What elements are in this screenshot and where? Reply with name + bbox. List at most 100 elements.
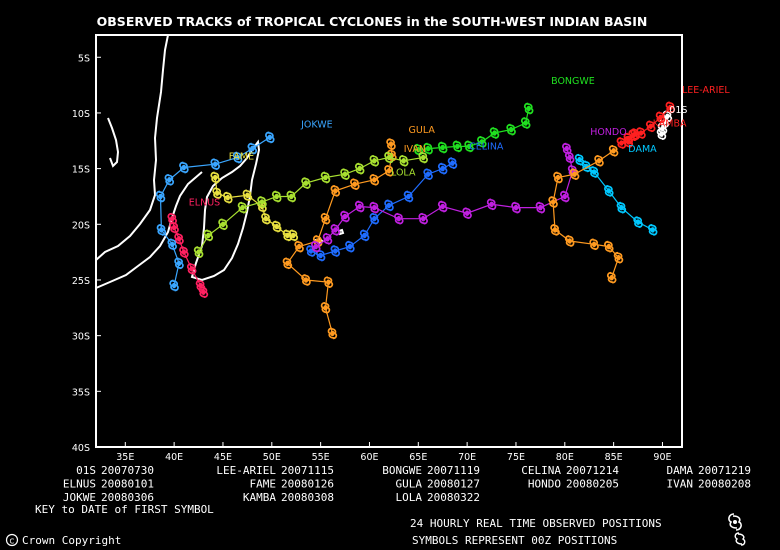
x-tick-label: 80E bbox=[556, 452, 574, 463]
x-tick-label: 75E bbox=[507, 452, 525, 463]
legend-storm-name: LOLA bbox=[396, 491, 423, 504]
position-symbol bbox=[345, 240, 355, 253]
position-symbol bbox=[212, 187, 222, 199]
position-symbol bbox=[423, 142, 433, 155]
legend-storm-date: 20080208 bbox=[698, 478, 751, 491]
position-symbol bbox=[282, 257, 293, 270]
legend-storm-name: LEE-ARIEL bbox=[216, 464, 276, 477]
legend-storm-name: HONDO bbox=[528, 478, 561, 491]
position-symbol bbox=[418, 212, 428, 225]
y-tick-label: 25S bbox=[72, 276, 90, 287]
storm-label-lola: LOLA bbox=[391, 167, 416, 178]
position-symbol bbox=[604, 185, 614, 197]
track-gula bbox=[282, 138, 397, 340]
map-title: OBSERVED TRACKS of TROPICAL CYCLONES in … bbox=[97, 14, 648, 29]
storm-label-01s: 01S bbox=[669, 105, 687, 116]
x-tick-label: 45E bbox=[214, 452, 232, 463]
track-lola bbox=[193, 151, 428, 258]
legend-storm-date: 20071219 bbox=[698, 464, 751, 477]
coastline-layer bbox=[95, 34, 345, 289]
position-symbol bbox=[486, 198, 497, 211]
position-symbol bbox=[623, 132, 634, 145]
africa-coastline bbox=[95, 34, 169, 261]
y-tick-label: 35S bbox=[72, 387, 90, 398]
x-tick-label: 60E bbox=[360, 452, 378, 463]
position-symbol bbox=[322, 232, 333, 245]
position-symbol bbox=[548, 196, 558, 208]
position-symbol bbox=[242, 189, 253, 202]
position-symbol bbox=[354, 200, 365, 213]
svg-text:C: C bbox=[10, 538, 15, 546]
y-tick-label: 20S bbox=[72, 220, 90, 231]
legend-storm-name: CELINA bbox=[521, 464, 561, 477]
position-symbol bbox=[645, 120, 656, 133]
position-symbol bbox=[350, 178, 360, 191]
legend-storm-date: 20080306 bbox=[101, 491, 154, 504]
position-symbol bbox=[604, 240, 614, 253]
position-symbol bbox=[179, 161, 189, 174]
position-symbol bbox=[569, 168, 580, 181]
y-tick-label: 15S bbox=[72, 165, 90, 176]
position-symbol bbox=[423, 168, 433, 181]
position-symbol bbox=[359, 229, 370, 242]
position-symbol bbox=[594, 154, 604, 167]
position-symbol bbox=[394, 212, 404, 225]
position-symbol bbox=[247, 142, 258, 155]
position-symbol bbox=[320, 171, 331, 184]
position-symbol bbox=[369, 173, 380, 186]
position-symbol bbox=[340, 168, 350, 181]
storm-label-fame: FAME bbox=[229, 152, 254, 163]
legend-storm-date: 20071115 bbox=[281, 464, 334, 477]
position-symbol bbox=[330, 224, 341, 236]
position-symbol bbox=[156, 224, 167, 236]
position-symbol bbox=[452, 140, 463, 153]
position-symbol bbox=[223, 191, 233, 204]
position-symbol bbox=[630, 128, 640, 140]
legend-storm-date: 20080127 bbox=[427, 478, 480, 491]
position-symbol bbox=[330, 245, 341, 257]
position-symbol bbox=[323, 276, 334, 289]
x-tick-label: 65E bbox=[409, 452, 427, 463]
position-symbol bbox=[369, 201, 380, 214]
position-symbol bbox=[218, 218, 228, 231]
position-symbol bbox=[340, 210, 350, 223]
storm-label-hondo: HONDO bbox=[590, 127, 627, 138]
track-celina bbox=[306, 157, 458, 262]
legend-storm-date: 20080126 bbox=[281, 478, 334, 491]
position-symbol bbox=[169, 221, 179, 234]
x-tick-label: 90E bbox=[653, 452, 671, 463]
position-symbol bbox=[294, 240, 304, 253]
position-symbol bbox=[647, 224, 658, 236]
position-symbol bbox=[564, 151, 575, 164]
position-symbol bbox=[164, 173, 175, 186]
position-symbol bbox=[210, 158, 220, 171]
storm-label-ivan: IVAN bbox=[404, 144, 426, 155]
copyright-text: Crown Copyright bbox=[22, 534, 121, 547]
symbols-text: SYMBOLS REPRESENT 00Z POSITIONS bbox=[412, 534, 617, 547]
position-symbol bbox=[386, 138, 396, 150]
position-symbol bbox=[589, 166, 599, 178]
position-symbol bbox=[523, 102, 534, 115]
position-symbol bbox=[203, 229, 214, 242]
position-symbol bbox=[198, 286, 209, 299]
legend-storm-name: BONGWE bbox=[382, 464, 422, 477]
legend-storm-date: 20080322 bbox=[427, 491, 480, 504]
realtime-text: 24 HOURLY REAL TIME OBSERVED POSITIONS bbox=[410, 517, 662, 530]
position-symbol bbox=[311, 240, 321, 253]
x-tick-label: 50E bbox=[263, 452, 281, 463]
plot-frame bbox=[95, 34, 683, 448]
track-bongwe bbox=[413, 102, 534, 156]
storm-tracks bbox=[155, 101, 676, 340]
track-line-bongwe bbox=[418, 108, 530, 151]
position-symbol bbox=[210, 171, 220, 184]
position-symbol bbox=[665, 101, 676, 114]
position-symbol bbox=[464, 140, 474, 153]
legend-storm-name: ELNUS bbox=[63, 478, 96, 491]
track-hondo bbox=[311, 142, 578, 253]
y-tick-label: 10S bbox=[72, 109, 90, 120]
position-symbol bbox=[320, 212, 331, 225]
storm-label-bongwe: BONGWE bbox=[551, 76, 595, 87]
legend-storm-date: 20071119 bbox=[427, 464, 480, 477]
storm-label-gula: GULA bbox=[409, 125, 436, 136]
position-symbol bbox=[369, 154, 380, 167]
